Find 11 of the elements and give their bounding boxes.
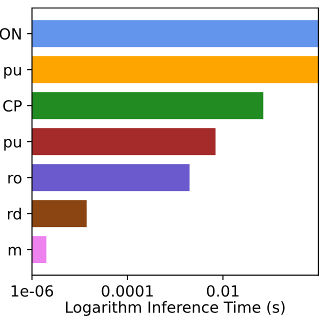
- y-tick-label: rd: [8, 208, 21, 220]
- y-tick-label: pu: [4, 66, 21, 79]
- x-tick-label: 0.0001: [102, 285, 153, 297]
- y-tick-label: ON: [0, 28, 21, 40]
- x-axis-title: Logarithm Inference Time (s): [66, 301, 285, 316]
- y-tick-label: m: [8, 246, 21, 256]
- y-tick-label: ro: [8, 174, 22, 184]
- x-tick-label: 0.01: [206, 285, 239, 297]
- y-tick-label: pu: [4, 138, 21, 151]
- x-tick-label: 1e-06: [12, 285, 54, 297]
- y-tick-label: CP: [3, 100, 22, 112]
